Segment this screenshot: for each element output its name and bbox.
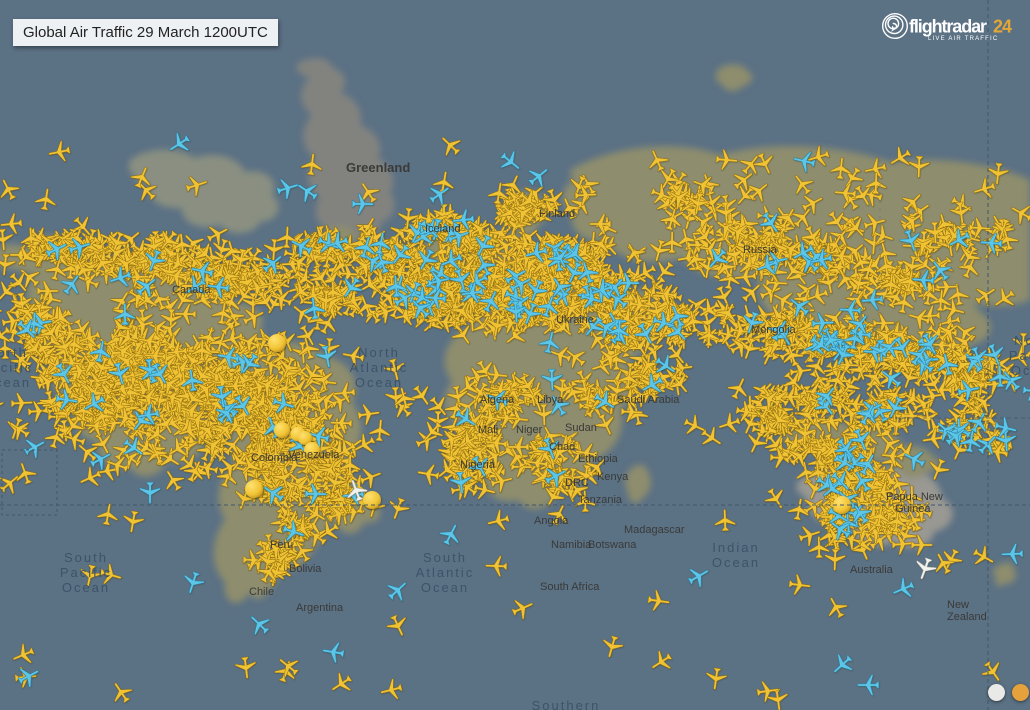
svg-text:LIVE AIR TRAFFIC: LIVE AIR TRAFFIC xyxy=(928,36,998,42)
svg-text:flightradar: flightradar xyxy=(909,17,987,37)
svg-text:24: 24 xyxy=(993,17,1012,37)
